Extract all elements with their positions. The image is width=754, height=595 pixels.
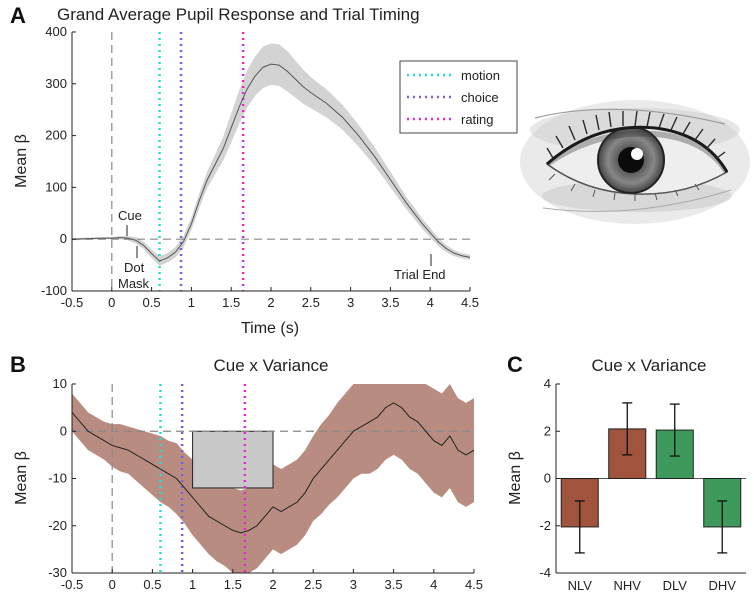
y-tick-label: 200 (45, 128, 67, 143)
x-tick-label: 3 (350, 577, 357, 592)
y-tick-label: 400 (45, 24, 67, 39)
legend-label-motion: motion (461, 68, 500, 83)
x-tick-label: 3.5 (381, 295, 399, 310)
mean-line (71, 63, 471, 262)
chart-b-title: Cue x Variance (214, 356, 329, 375)
x-tick-label: 0 (108, 295, 115, 310)
annotation-mask: Mask (118, 276, 150, 291)
chart-b-ylabel: Mean β (13, 451, 30, 505)
mean-line (71, 402, 475, 534)
x-tick-label: -0.5 (61, 295, 83, 310)
chart-b-axes: -0.5 0 0.5 1 1.5 2 2.5 3 3.5 4 4.5 -30 -20 -10 0 10 (48, 376, 483, 592)
y-tick-label: 0 (60, 231, 67, 246)
x-tick-label: 2 (267, 295, 274, 310)
x-tick-label: 4.5 (461, 295, 479, 310)
y-tick-label: -20 (48, 518, 67, 533)
chart-a-ylabel: Mean β (13, 134, 30, 188)
y-tick-label: 100 (45, 179, 67, 194)
chart-b-zero-lines (72, 384, 474, 573)
y-tick-label: -100 (41, 283, 67, 298)
x-tick-label: 1 (188, 295, 195, 310)
x-tick-label: 2 (269, 577, 276, 592)
x-tick-label: 0.5 (143, 577, 161, 592)
chart-c-ylabel: Mean β (507, 451, 524, 505)
y-tick-label: 10 (53, 376, 67, 391)
y-tick-label: -4 (539, 565, 551, 580)
annotation-cue: Cue (118, 208, 142, 223)
x-tick-label: 0 (109, 577, 116, 592)
x-tick-label-nlv: NLV (568, 578, 593, 593)
chart-a-axes: -0.5 0 0.5 1 1.5 2 2.5 3 3.5 4 4.5 -100 0 100 200 300 40… (41, 24, 479, 310)
x-tick-label: 1.5 (224, 577, 242, 592)
chart-c-title: Cue x Variance (592, 356, 707, 375)
x-tick-label: 4 (427, 295, 434, 310)
x-tick-label: 1.5 (222, 295, 240, 310)
y-tick-label: 0 (60, 423, 67, 438)
panel-letter-a: A (10, 3, 26, 28)
y-tick-label: 300 (45, 76, 67, 91)
annotation-dot: Dot (124, 260, 145, 275)
chart-b-mean-line (71, 402, 475, 534)
shaded-interval (192, 430, 274, 489)
y-tick-label: 2 (544, 423, 551, 438)
y-tick-label: -30 (48, 565, 67, 580)
legend-label-rating: rating (461, 112, 494, 127)
x-tick-label-dhv: DHV (709, 578, 737, 593)
x-tick-label: 2.5 (304, 577, 322, 592)
chart-a-event-lines (158, 32, 245, 291)
y-tick-label: -2 (539, 518, 551, 533)
chart-c-bars: NLV NHV DLV DHV (560, 402, 742, 593)
chart-a-legend: motion choice rating (399, 60, 518, 134)
x-tick-label: 3 (347, 295, 354, 310)
y-tick-label: -10 (48, 471, 67, 486)
chart-a-mean-line (71, 63, 471, 262)
y-tick-label: 4 (544, 376, 551, 391)
panel-letter-b: B (10, 352, 26, 377)
chart-b-event-lines (159, 384, 247, 573)
x-tick-label: 2.5 (302, 295, 320, 310)
x-tick-label: 4.5 (465, 577, 483, 592)
x-tick-label-nhv: NHV (614, 578, 642, 593)
chart-a-xlabel: Time (s) (241, 320, 299, 337)
y-tick-label: 0 (544, 471, 551, 486)
panel-letter-c: C (507, 352, 523, 377)
x-tick-label: -0.5 (61, 577, 83, 592)
legend-label-choice: choice (461, 90, 499, 105)
x-tick-label: 1 (189, 577, 196, 592)
chart-a-title: Grand Average Pupil Response and Trial T… (57, 5, 420, 24)
x-tick-label-dlv: DLV (663, 578, 688, 593)
annotation-trial-end: Trial End (394, 267, 446, 282)
chart-a-zero-lines (72, 32, 470, 291)
chart-c-axes: -4 -2 0 2 4 (539, 376, 746, 580)
x-tick-label: 3.5 (385, 577, 403, 592)
eye-illustration (520, 100, 750, 224)
x-tick-label: 0.5 (143, 295, 161, 310)
x-tick-label: 4 (430, 577, 437, 592)
chart-b-shaded-interval (192, 430, 274, 489)
